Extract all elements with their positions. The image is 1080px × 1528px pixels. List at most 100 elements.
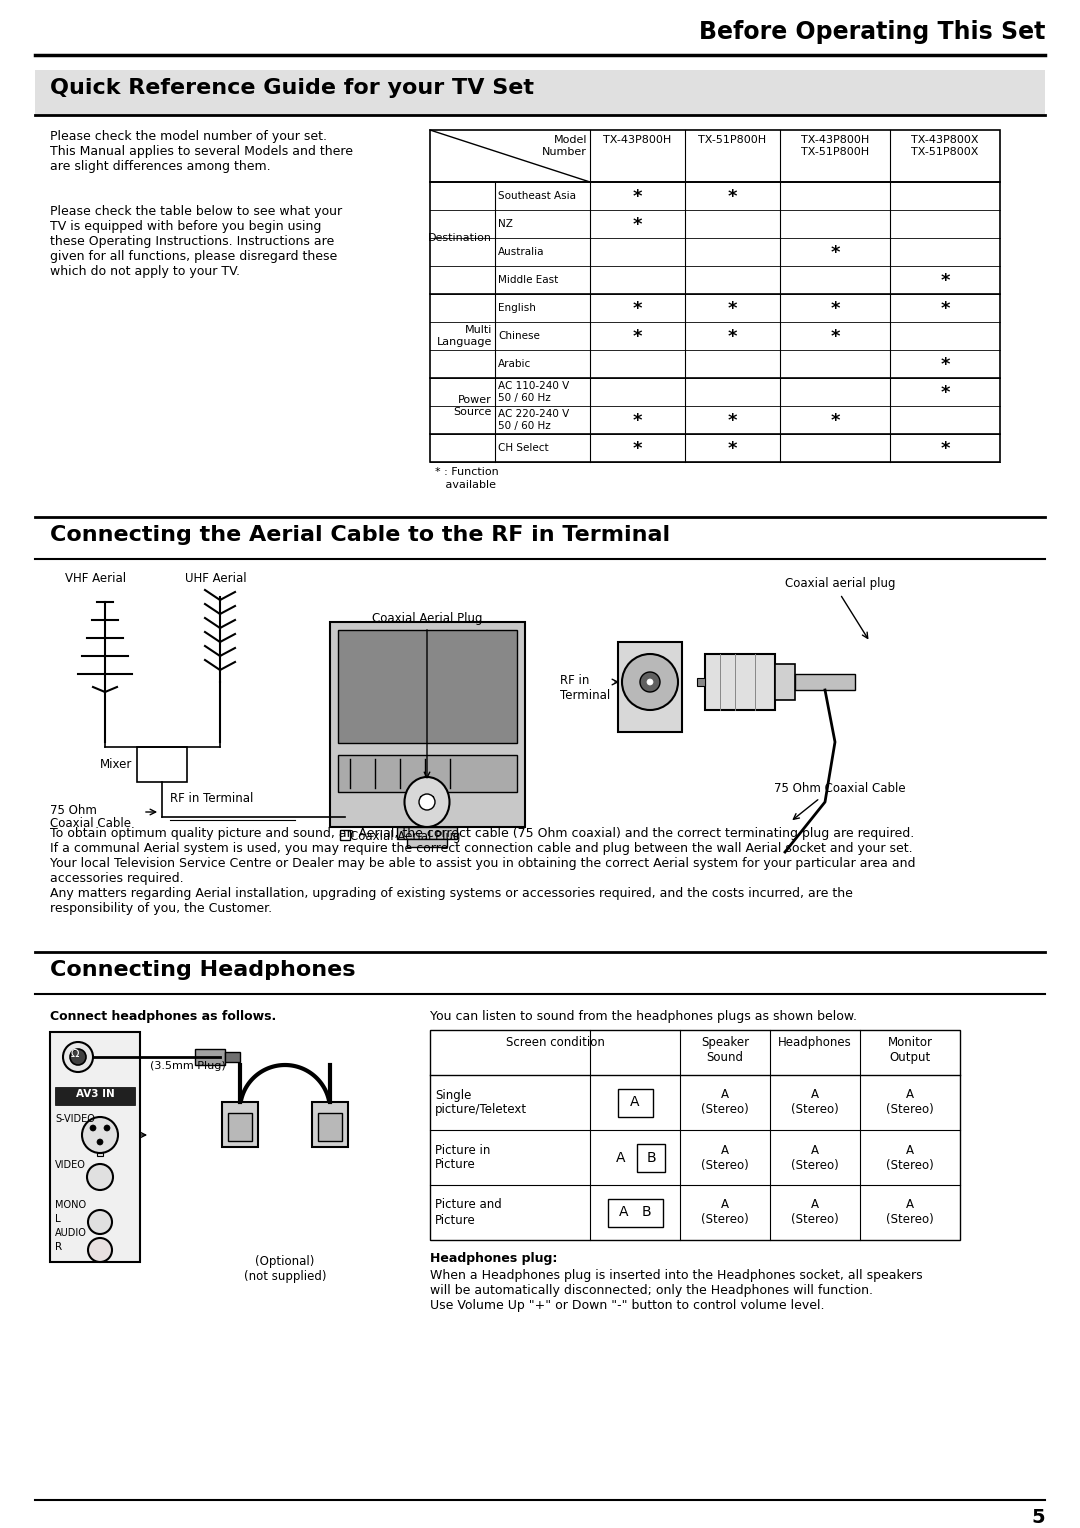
Text: *: *	[941, 384, 949, 402]
Bar	[97, 1151, 103, 1157]
Text: Multi
Language: Multi Language	[436, 325, 492, 347]
Bar	[55, 1086, 135, 1105]
Text: Destination: Destination	[428, 232, 492, 243]
Bar	[137, 747, 187, 782]
Text: *: *	[728, 188, 738, 206]
Circle shape	[622, 654, 678, 711]
Text: *: *	[633, 413, 643, 429]
Text: Picture in
Picture: Picture in Picture	[435, 1143, 490, 1172]
Text: Screen condition: Screen condition	[505, 1036, 605, 1050]
Text: *: *	[728, 329, 738, 345]
Text: A: A	[617, 1151, 625, 1164]
Text: MONO: MONO	[55, 1199, 86, 1210]
Text: Speaker
Sound: Speaker Sound	[701, 1036, 750, 1063]
Bar	[195, 1050, 225, 1065]
Bar	[50, 1031, 140, 1262]
Text: A
(Stereo): A (Stereo)	[792, 1198, 839, 1227]
Circle shape	[63, 1042, 93, 1073]
Text: Ω: Ω	[71, 1050, 80, 1059]
Text: VHF Aerial: VHF Aerial	[65, 571, 126, 585]
Text: B: B	[642, 1206, 651, 1219]
Text: * : Function: * : Function	[435, 468, 499, 477]
Text: (Optional): (Optional)	[255, 1254, 314, 1268]
Bar	[312, 1102, 348, 1148]
Text: A
(Stereo): A (Stereo)	[701, 1198, 748, 1227]
Text: CH Select: CH Select	[498, 443, 549, 452]
Text: Coaxial aerial plug: Coaxial aerial plug	[785, 578, 895, 590]
Text: AV3 IN: AV3 IN	[76, 1089, 114, 1099]
Bar	[430, 130, 1000, 461]
Text: A
(Stereo): A (Stereo)	[886, 1198, 934, 1227]
Text: Connect headphones as follows.: Connect headphones as follows.	[50, 1010, 276, 1024]
Text: (3.5mm Plug): (3.5mm Plug)	[150, 1060, 226, 1071]
Bar	[795, 674, 855, 691]
Text: Middle East: Middle East	[498, 275, 558, 286]
Text: *: *	[941, 356, 949, 374]
Circle shape	[104, 1125, 110, 1131]
Text: Power
Source: Power Source	[454, 396, 492, 417]
Text: TX-51P800H: TX-51P800H	[699, 134, 767, 145]
Text: *: *	[941, 299, 949, 318]
Text: *: *	[633, 215, 643, 234]
Text: Monitor
Output: Monitor Output	[888, 1036, 932, 1063]
Bar	[225, 1051, 240, 1062]
Text: Headphones: Headphones	[778, 1036, 852, 1050]
Text: available: available	[435, 480, 496, 490]
Text: When a Headphones plug is inserted into the Headphones socket, all speakers
will: When a Headphones plug is inserted into …	[430, 1268, 922, 1313]
Text: Coaxial Aerial Plug: Coaxial Aerial Plug	[350, 830, 460, 843]
Circle shape	[87, 1210, 112, 1235]
Circle shape	[70, 1050, 86, 1065]
Text: *: *	[633, 188, 643, 206]
Text: *: *	[941, 440, 949, 458]
Bar	[35, 70, 1045, 115]
Bar	[637, 1143, 665, 1172]
Text: A
(Stereo): A (Stereo)	[792, 1088, 839, 1117]
Text: S-VIDEO: S-VIDEO	[55, 1114, 95, 1125]
Text: 75 Ohm: 75 Ohm	[50, 804, 97, 817]
Text: A: A	[631, 1096, 639, 1109]
Bar	[618, 642, 681, 732]
Bar	[228, 1112, 252, 1141]
Text: A: A	[619, 1206, 629, 1219]
Text: Australia: Australia	[498, 248, 544, 257]
Bar	[430, 1030, 960, 1241]
Text: Picture and
Picture: Picture and Picture	[435, 1198, 502, 1227]
Text: NZ: NZ	[498, 219, 513, 229]
Bar	[397, 827, 457, 839]
Circle shape	[87, 1238, 112, 1262]
Bar	[697, 678, 705, 686]
Bar	[607, 1198, 662, 1227]
Bar	[407, 839, 447, 847]
Bar	[618, 1088, 652, 1117]
Text: B: B	[646, 1151, 656, 1164]
Text: Model
Number: Model Number	[542, 134, 588, 156]
Text: Single
picture/Teletext: Single picture/Teletext	[435, 1088, 527, 1117]
Text: Connecting the Aerial Cable to the RF in Terminal: Connecting the Aerial Cable to the RF in…	[50, 526, 670, 545]
Text: Arabic: Arabic	[498, 359, 531, 368]
Text: *: *	[633, 440, 643, 458]
Bar	[775, 665, 795, 700]
Text: AC 110-240 V
50 / 60 Hz: AC 110-240 V 50 / 60 Hz	[498, 380, 569, 403]
Circle shape	[97, 1138, 103, 1144]
Text: A
(Stereo): A (Stereo)	[792, 1143, 839, 1172]
Circle shape	[82, 1117, 118, 1154]
Text: L: L	[55, 1215, 60, 1224]
Text: *: *	[633, 329, 643, 345]
Text: Chinese: Chinese	[498, 332, 540, 341]
Bar	[318, 1112, 342, 1141]
Text: Headphones plug:: Headphones plug:	[430, 1251, 557, 1265]
Text: Coaxial Aerial Plug: Coaxial Aerial Plug	[372, 613, 483, 625]
Circle shape	[419, 795, 435, 810]
Text: Mixer: Mixer	[99, 758, 132, 770]
Text: *: *	[728, 299, 738, 318]
Text: RF in Terminal: RF in Terminal	[170, 792, 254, 805]
Text: *: *	[941, 272, 949, 290]
Text: Before Operating This Set: Before Operating This Set	[699, 20, 1045, 44]
Text: RF in
Terminal: RF in Terminal	[561, 674, 610, 701]
Text: A
(Stereo): A (Stereo)	[701, 1143, 748, 1172]
Text: R: R	[55, 1242, 63, 1251]
Circle shape	[647, 678, 653, 685]
Text: Please check the table below to see what your
TV is equipped with before you beg: Please check the table below to see what…	[50, 205, 342, 278]
Text: *: *	[633, 299, 643, 318]
Text: A
(Stereo): A (Stereo)	[886, 1088, 934, 1117]
